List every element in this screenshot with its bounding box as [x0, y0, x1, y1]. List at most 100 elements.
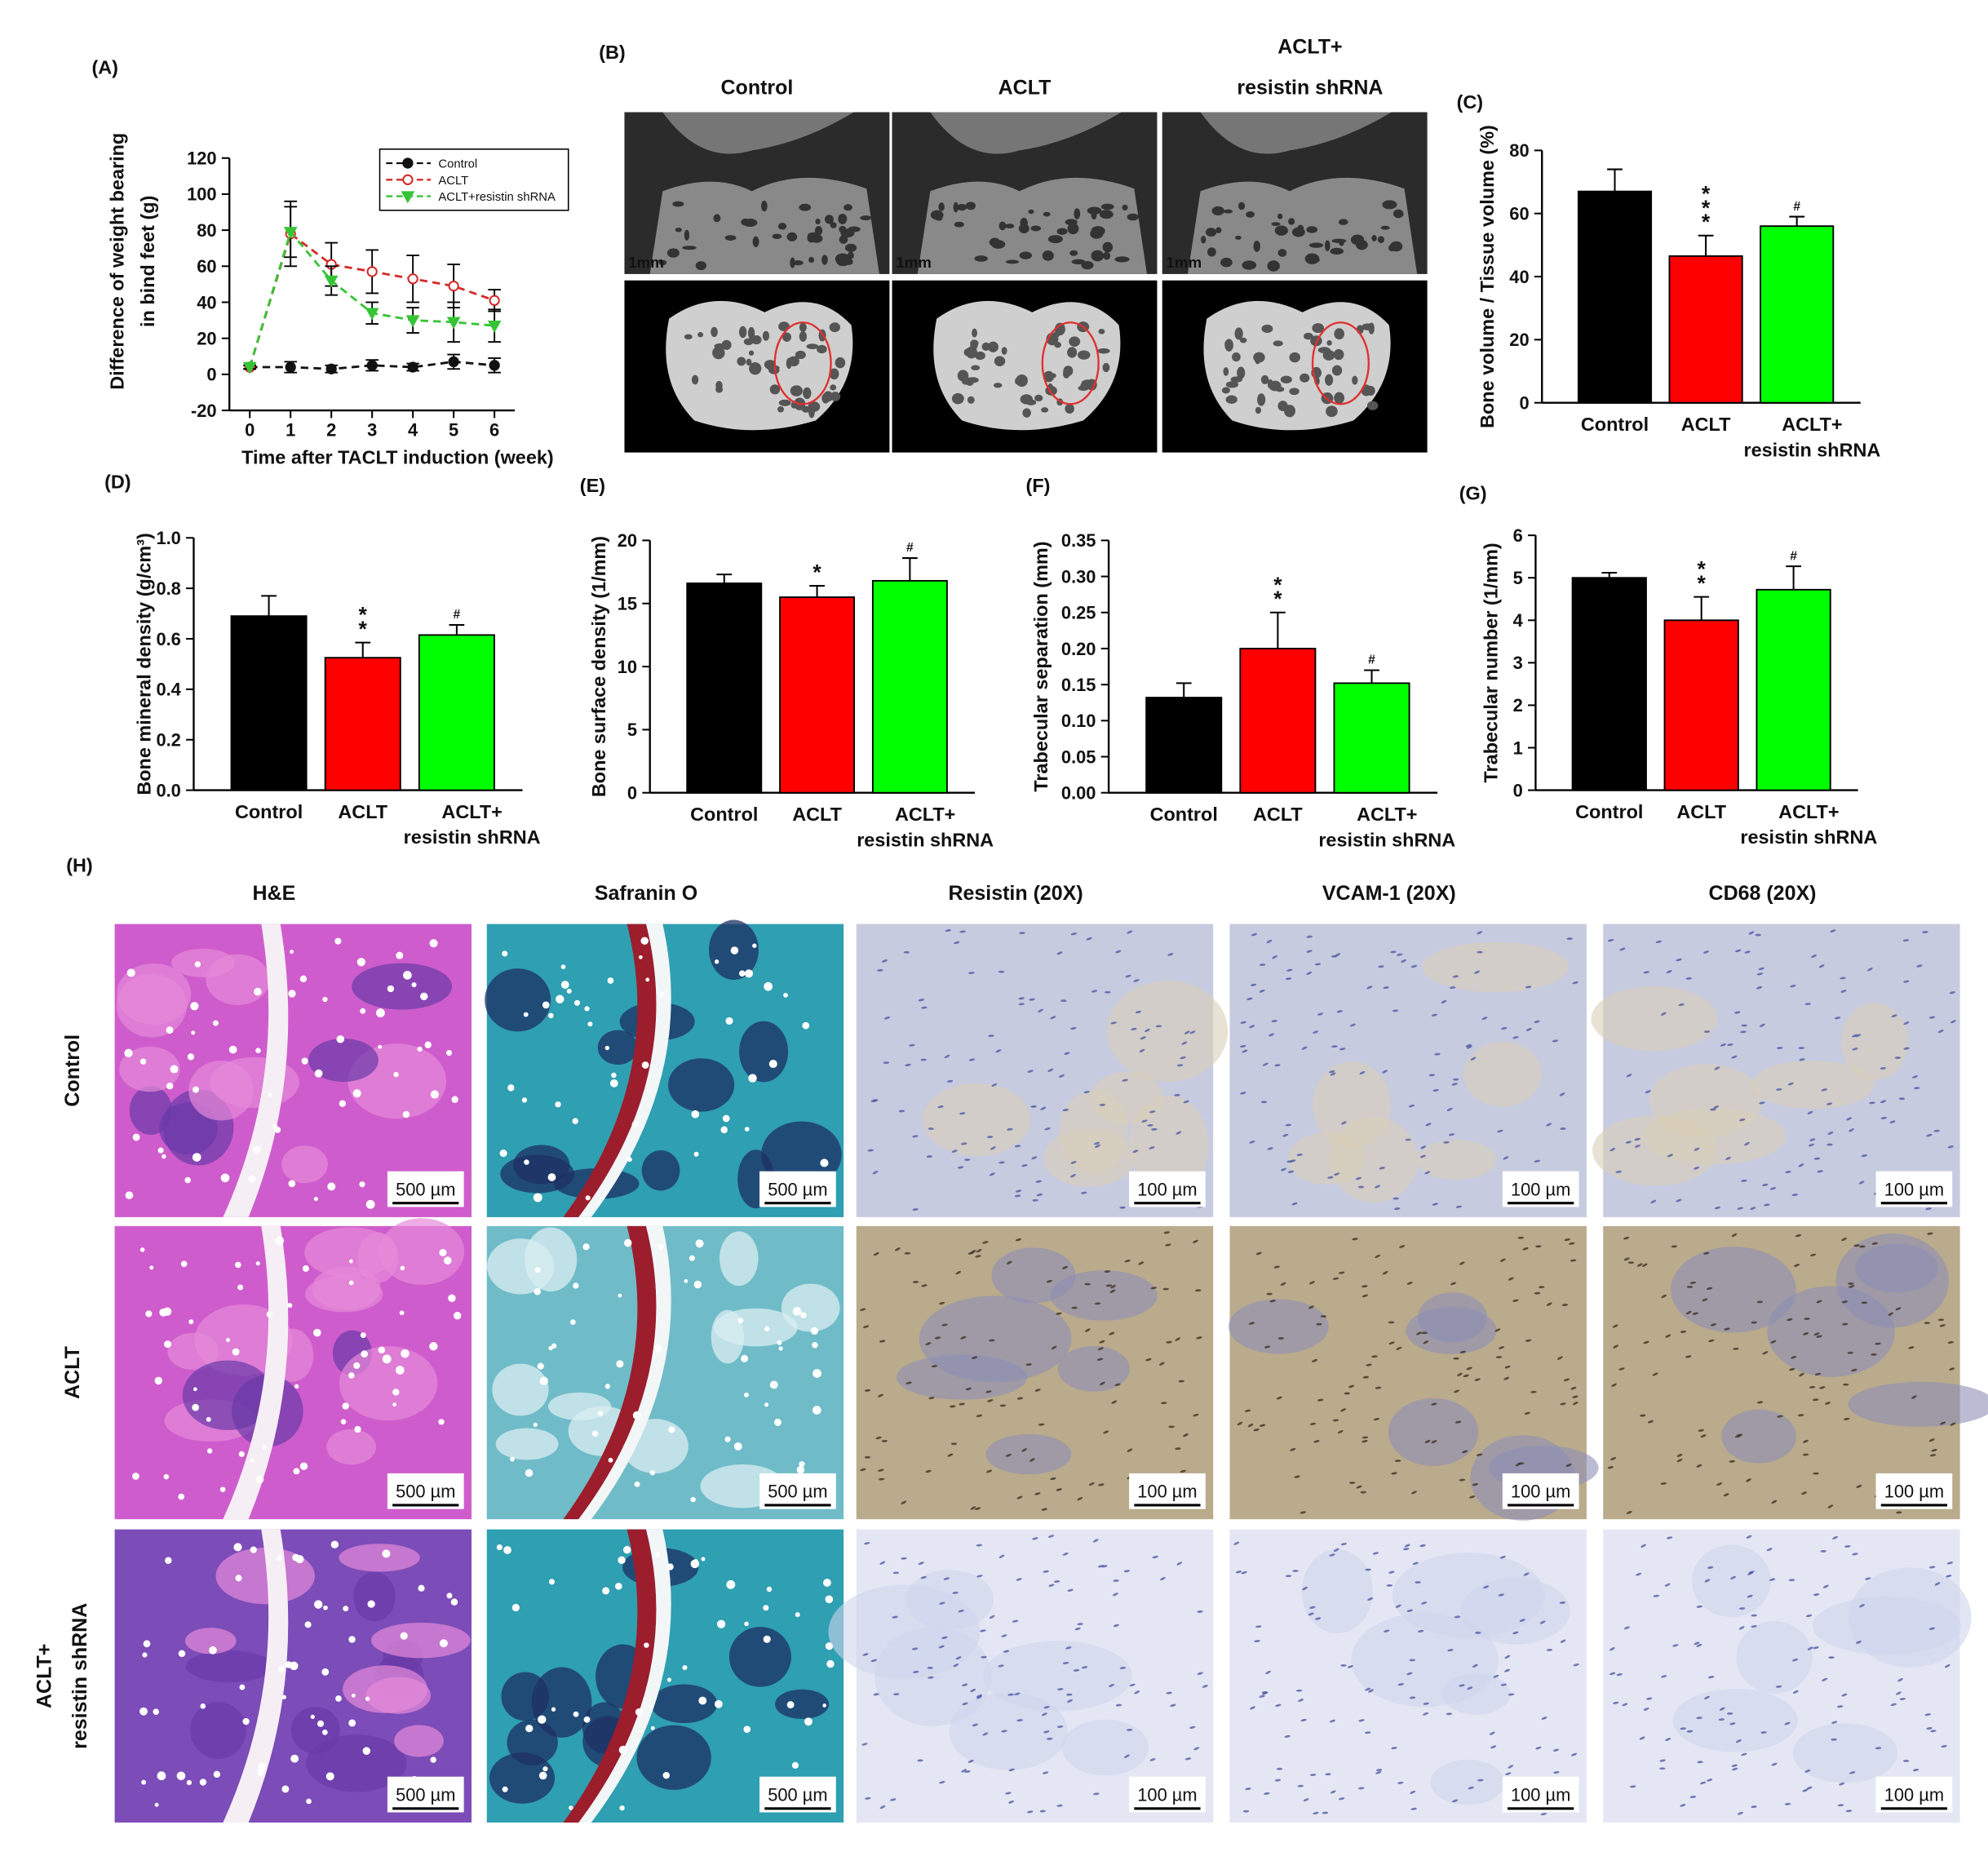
y-tick-label: 0 — [1519, 392, 1529, 413]
nucleus — [1115, 950, 1122, 954]
ct-trabecula — [721, 339, 732, 350]
marrow-cell — [306, 1798, 312, 1805]
text-line: * — [1698, 571, 1707, 596]
nucleus — [1043, 1570, 1049, 1573]
column-header: ACLT — [998, 77, 1052, 100]
nucleus — [1807, 1110, 1813, 1114]
ct-pore — [724, 235, 737, 241]
marrow-cell — [777, 1340, 782, 1345]
nucleus — [1266, 1292, 1273, 1296]
nucleus — [985, 1390, 992, 1393]
ct-pore — [954, 221, 964, 228]
bar — [1756, 588, 1831, 791]
nucleus — [1640, 1544, 1646, 1548]
nucleus — [1706, 1287, 1713, 1290]
nucleus — [1250, 983, 1257, 986]
nucleus — [1759, 1023, 1765, 1027]
panel-label: (F) — [1026, 475, 1051, 496]
nucleus — [1634, 1145, 1640, 1148]
nucleus — [1322, 1811, 1329, 1814]
nucleus — [1865, 1577, 1871, 1580]
stain-region — [1591, 986, 1718, 1052]
nucleus — [1756, 1401, 1764, 1404]
nucleus — [1254, 1640, 1260, 1642]
ct-trabecula — [951, 392, 964, 405]
nucleus — [1512, 1299, 1519, 1302]
nucleus — [1802, 1439, 1809, 1443]
marrow-cell — [764, 981, 773, 991]
nucleus — [1365, 1568, 1371, 1571]
significance-mark: # — [1368, 653, 1375, 667]
panel-label: (A) — [91, 57, 118, 78]
ct-trabecula — [1255, 406, 1262, 414]
ct-trabecula — [830, 392, 841, 401]
stain-region — [1061, 1719, 1149, 1776]
nucleus — [1474, 1378, 1481, 1381]
nucleus — [1264, 1792, 1270, 1795]
x-tick-label: ACLT+ resistin shRNA — [857, 804, 994, 850]
marrow-cell — [764, 1402, 769, 1407]
nucleus — [1119, 1206, 1126, 1209]
nucleus — [860, 1308, 866, 1311]
marrow-cell — [253, 1145, 261, 1154]
marrow-cell — [400, 1632, 408, 1640]
nucleus — [1629, 1785, 1636, 1788]
nucleus — [1329, 1719, 1335, 1723]
y-tick-label: 15 — [618, 594, 637, 614]
marrow-cell — [235, 1575, 242, 1582]
ct-bone — [917, 177, 1147, 274]
column-header: Control — [721, 77, 794, 100]
nucleus — [1046, 1279, 1052, 1283]
nucleus — [1925, 1207, 1932, 1211]
stain-region — [1301, 1549, 1374, 1634]
nucleus — [1043, 1706, 1050, 1709]
marrow-cell — [321, 1668, 330, 1676]
legend-marker — [402, 174, 414, 185]
nucleus — [1382, 1270, 1388, 1275]
nucleus — [1237, 1421, 1243, 1426]
nucleus — [1039, 1810, 1047, 1813]
ct-trabecula — [829, 322, 841, 333]
nucleus — [1852, 1553, 1858, 1556]
nucleus — [1777, 1415, 1783, 1418]
nucleus — [1016, 1495, 1023, 1500]
y-tick-label: 5 — [627, 720, 637, 740]
nucleus — [976, 1414, 983, 1417]
nucleus — [1325, 1773, 1331, 1776]
nucleus — [1939, 1324, 1946, 1327]
marrow-cell — [634, 1481, 640, 1487]
marrow-cell — [349, 1259, 353, 1264]
ct-pore — [1380, 225, 1390, 230]
ct-trabecula — [1225, 381, 1239, 388]
nucleus — [1066, 1693, 1073, 1696]
nucleus — [1109, 1331, 1115, 1336]
marrow-cell — [348, 1719, 356, 1727]
marrow-cell — [317, 1720, 325, 1727]
scale-bar-label: 100 µm — [1137, 1784, 1197, 1805]
nucleus — [957, 1166, 964, 1169]
marrow-cell — [655, 1552, 661, 1557]
marrow-cell — [191, 1030, 196, 1035]
ct-pore — [1331, 238, 1347, 243]
nucleus — [1081, 1666, 1088, 1669]
marrow-cell — [730, 946, 739, 955]
y-tick-label: 0.8 — [156, 578, 180, 599]
marrow-cell — [439, 1248, 447, 1256]
ct-trabecula — [691, 374, 699, 385]
nucleus — [1570, 1386, 1577, 1390]
ct-pore — [1377, 236, 1385, 243]
ct-pore — [772, 233, 782, 239]
marrow-cell — [725, 1017, 733, 1025]
nucleus — [1244, 1409, 1251, 1412]
nucleus — [1149, 1110, 1156, 1114]
nucleus — [1388, 1341, 1395, 1345]
nucleus — [1411, 1491, 1417, 1495]
nucleus — [1798, 1163, 1804, 1167]
nucleus — [1014, 1194, 1021, 1198]
nucleus — [1880, 1100, 1887, 1104]
marrow-cell — [404, 1113, 409, 1118]
ct-trabecula — [1368, 322, 1375, 334]
y-axis-label: Trabecular number (1/mm) — [1481, 543, 1502, 782]
nucleus — [1560, 1402, 1566, 1406]
nucleus — [959, 1402, 965, 1406]
